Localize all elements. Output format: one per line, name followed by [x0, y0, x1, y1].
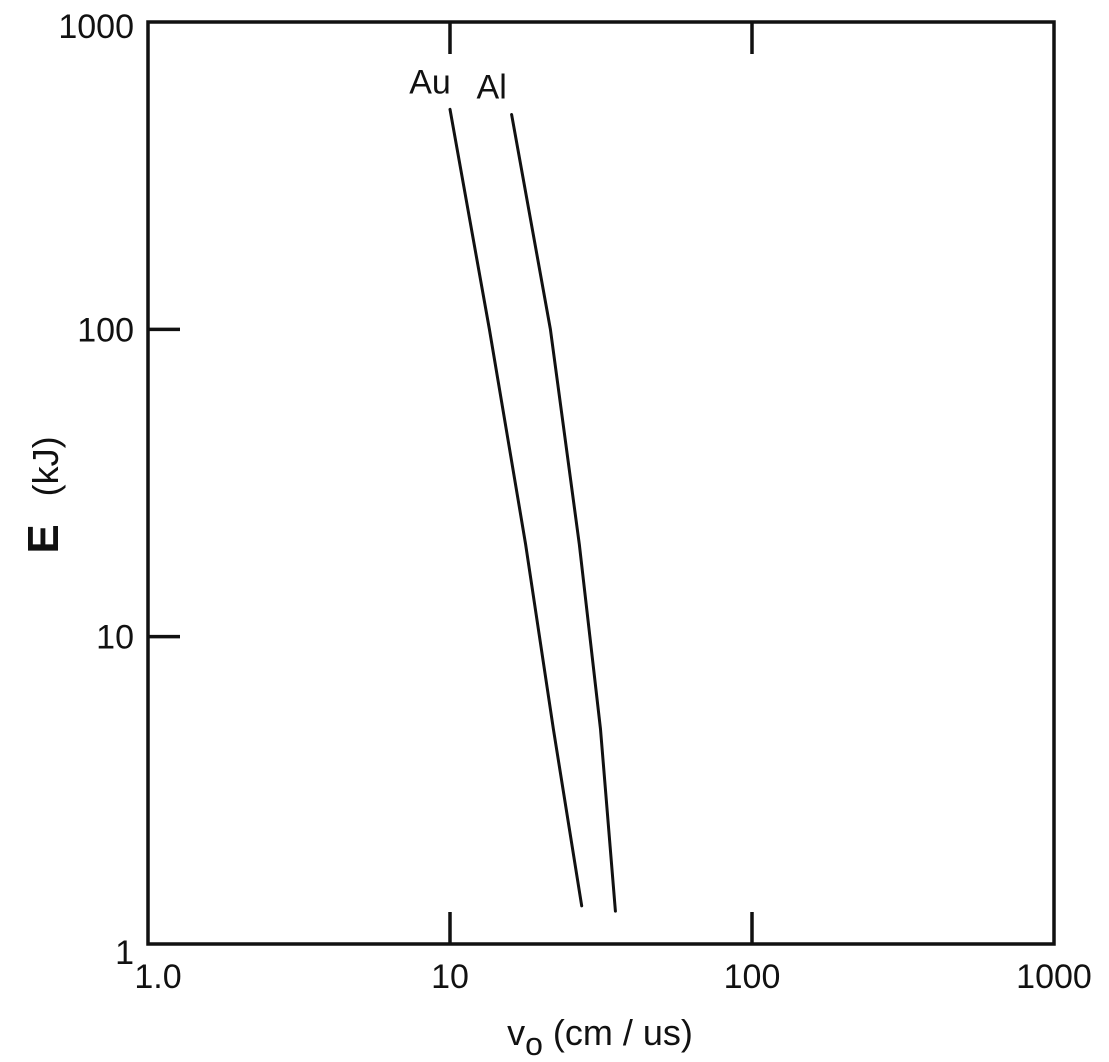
y-tick-label: 1000 — [58, 8, 134, 46]
y-axis-title-rest: (kJ) — [25, 436, 66, 496]
x-tick-label: 1.0 — [134, 958, 181, 996]
axis-tick-labels: 1.0 10 100 1000 1 10 100 1000 — [58, 8, 1091, 996]
series-line-au — [448, 107, 584, 908]
plot-frame — [146, 20, 1056, 946]
y-axis-title-main: E — [19, 524, 68, 553]
series-lines — [448, 107, 617, 913]
y-tick-label: 10 — [96, 619, 134, 657]
y-tick-label: 100 — [77, 311, 134, 349]
series-label-al: Al — [477, 69, 507, 107]
y-tick-label: 1 — [115, 934, 134, 972]
x-axis-title: vo (cm / us) — [507, 1012, 693, 1062]
y-axis-title: E (kJ) — [19, 436, 68, 553]
series-line-al — [510, 113, 617, 913]
x-axis-title-rest: (cm / us) — [543, 1012, 693, 1053]
series-labels: Au Al — [409, 63, 507, 106]
series-label-au: Au — [409, 63, 451, 101]
x-tick-label: 1000 — [1016, 958, 1092, 996]
axis-ticks — [148, 22, 754, 944]
x-tick-label: 100 — [724, 958, 781, 996]
plot-border — [146, 20, 1056, 946]
x-axis-title-main: v — [507, 1012, 525, 1053]
x-tick-label: 10 — [431, 958, 469, 996]
x-axis-title-subscript: o — [525, 1026, 543, 1062]
